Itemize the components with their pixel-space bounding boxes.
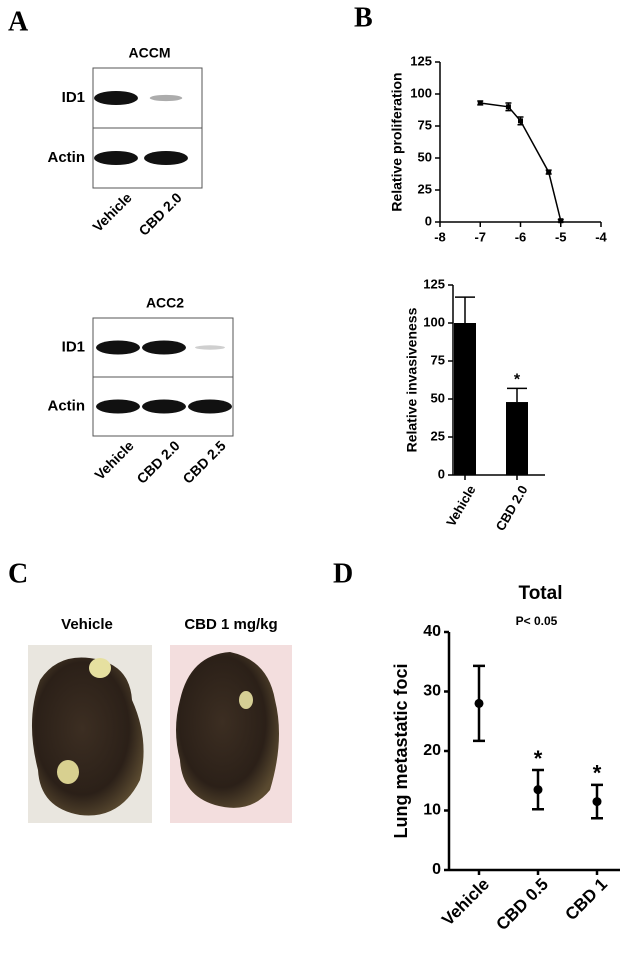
y-tick-label: 0	[438, 466, 445, 481]
band	[144, 151, 188, 165]
chart-subtitle: P< 0.05	[516, 614, 558, 628]
y-tick-label: 50	[418, 149, 432, 164]
blot-title: ACC2	[146, 295, 184, 311]
y-tick-label: 50	[431, 390, 445, 405]
y-axis-label: Relative invasiveness	[404, 307, 420, 452]
row-label: Actin	[48, 149, 86, 166]
point	[505, 104, 511, 110]
y-axis-label: Relative proliferation	[389, 72, 405, 211]
y-tick-label: 25	[431, 428, 445, 443]
nodule	[57, 760, 79, 784]
x-tick-label: CBD 0.5	[492, 875, 552, 935]
y-tick-label: 10	[423, 802, 441, 819]
y-tick-label: 75	[431, 352, 445, 367]
chart-title: Total	[519, 583, 563, 604]
panel-letter: D	[333, 558, 353, 589]
photo-label: CBD 1 mg/kg	[184, 616, 277, 633]
significance: *	[514, 372, 521, 389]
nodule	[89, 658, 111, 678]
band	[94, 151, 138, 165]
lung-photo	[176, 652, 279, 808]
error-bar	[455, 296, 475, 323]
y-tick-label: 100	[423, 314, 445, 329]
x-tick-label: -8	[434, 229, 446, 244]
x-tick-label: Vehicle	[443, 483, 478, 529]
point	[558, 218, 564, 224]
lane-label: Vehicle	[89, 189, 135, 235]
significance: *	[534, 746, 543, 771]
lane-label: CBD 2.0	[135, 189, 184, 238]
band	[142, 340, 186, 355]
lane-label: Vehicle	[91, 437, 137, 483]
y-tick-label: 100	[410, 85, 432, 100]
band	[94, 91, 138, 105]
point	[533, 785, 543, 795]
y-tick-label: 40	[423, 623, 441, 640]
error-bar	[507, 387, 527, 403]
band	[149, 94, 183, 102]
lane-label: CBD 2.0	[133, 437, 182, 486]
lung-photo	[31, 657, 144, 816]
row-label: ID1	[62, 89, 85, 106]
x-tick-label: -5	[555, 229, 567, 244]
band	[142, 399, 186, 414]
y-tick-label: 30	[423, 683, 441, 700]
y-axis-label: Lung metastatic foci	[391, 663, 411, 838]
point	[474, 698, 484, 708]
row-label: Actin	[48, 397, 86, 414]
band	[96, 399, 140, 414]
y-tick-label: 125	[423, 276, 445, 291]
y-tick-label: 0	[425, 213, 432, 228]
row-label: ID1	[62, 338, 85, 355]
point	[592, 797, 602, 807]
panel-letter: A	[8, 6, 29, 37]
point	[477, 100, 483, 106]
bar	[454, 323, 476, 475]
panel-letter: C	[8, 558, 28, 589]
x-tick-label: -7	[474, 229, 486, 244]
photo-label: Vehicle	[61, 616, 113, 633]
x-tick-label: CBD 2.0	[493, 483, 531, 534]
y-tick-label: 75	[418, 117, 432, 132]
y-tick-label: 25	[418, 181, 432, 196]
point	[518, 118, 523, 124]
panel-letter: B	[354, 2, 373, 33]
x-tick-label: -4	[595, 229, 607, 244]
x-tick-label: Vehicle	[438, 875, 493, 930]
significance: *	[593, 761, 602, 786]
bar	[506, 402, 528, 475]
lane-label: CBD 2.5	[179, 437, 228, 486]
blot-title: ACCM	[129, 45, 171, 61]
band	[195, 345, 225, 350]
x-tick-label: -6	[515, 229, 527, 244]
y-tick-label: 125	[410, 53, 432, 68]
point	[546, 169, 552, 175]
band	[188, 399, 232, 414]
x-tick-label: CBD 1	[561, 875, 611, 925]
y-tick-label: 20	[423, 742, 441, 759]
nodule	[239, 691, 253, 709]
band	[96, 340, 140, 355]
y-tick-label: 0	[432, 861, 441, 878]
